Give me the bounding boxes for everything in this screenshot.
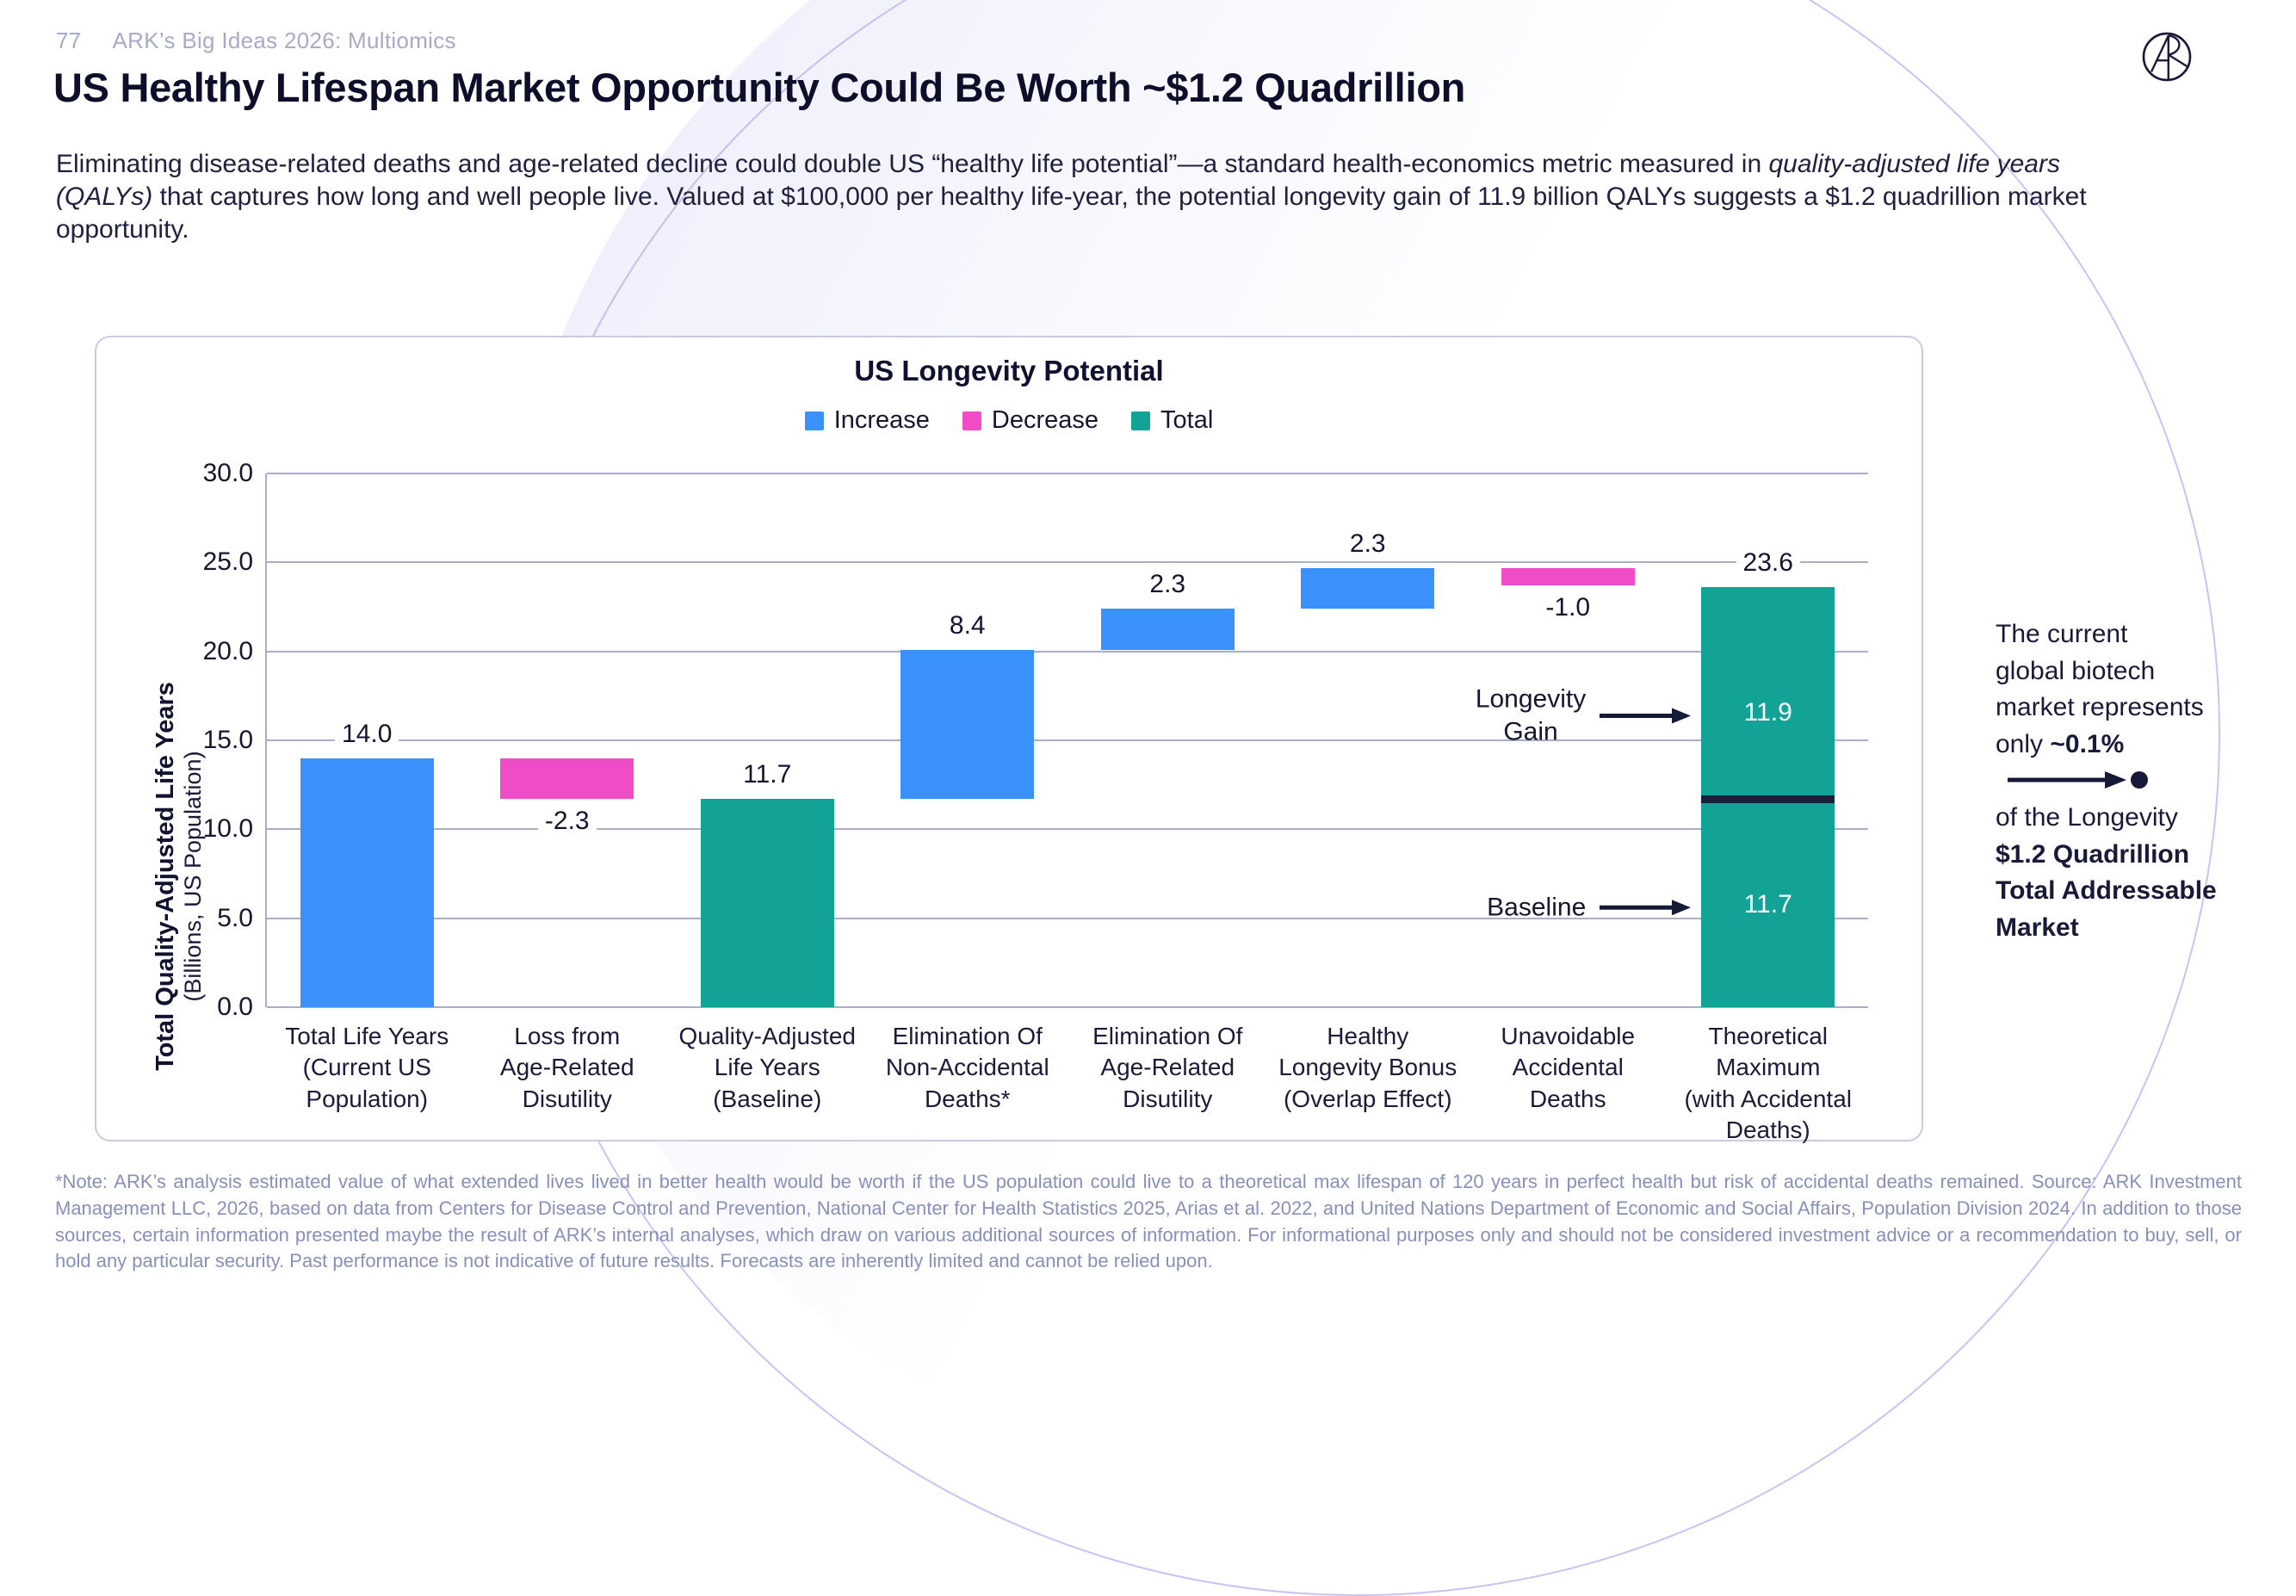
y-axis-tick-label: 10.0 — [202, 814, 253, 844]
waterfall-bar-increase — [900, 649, 1035, 800]
gridline — [267, 917, 1868, 919]
intro-paragraph: Eliminating disease-related deaths and a… — [56, 148, 2148, 245]
y-axis-line — [265, 473, 267, 1007]
category-label: Healthy Longevity Bonus (Overlap Effect) — [1278, 1023, 1457, 1112]
gridline — [267, 650, 1868, 653]
y-axis-tick-label: 15.0 — [202, 726, 253, 754]
bar-value-text: 23.6 — [1736, 547, 1800, 579]
bar-value-label: 8.4 — [868, 609, 1068, 641]
legend-item-total: Total — [1131, 406, 1213, 435]
legend-label: Increase — [833, 406, 930, 434]
bar-inner-label: 11.9 — [1743, 698, 1792, 727]
waterfall-bar-increase — [300, 758, 434, 1007]
bar-value-label: 11.7 — [667, 759, 868, 791]
bar-value-label: -2.3 — [467, 806, 668, 838]
gridline — [267, 828, 1868, 831]
annotation-label: Longevity Gain — [1475, 684, 1587, 746]
bar-inner-label: 11.7 — [1743, 890, 1792, 919]
y-axis-tick-label: 25.0 — [202, 547, 253, 577]
legend-item-decrease: Decrease — [962, 406, 1098, 435]
gridline — [267, 1006, 1868, 1008]
y-axis-tick-label: 20.0 — [202, 636, 253, 665]
chart-card: US Longevity Potential Increase Decrease T… — [95, 336, 1923, 1143]
footnote: *Note: ARK’s analysis estimated value of… — [55, 1171, 2242, 1272]
deck-title: ARK’s Big Ideas 2026: Multiomics — [112, 28, 456, 53]
legend-swatch-decrease — [962, 411, 981, 430]
category-label: Unavoidable Accidental Deaths — [1501, 1023, 1636, 1112]
y-axis-tick-label: 0.0 — [217, 993, 253, 1021]
gridline — [267, 473, 1868, 474]
annotation-arrow-icon — [1600, 708, 1692, 724]
category-label: Total Life Years (Current US Population) — [285, 1023, 449, 1112]
bar-value-label: 14.0 — [267, 718, 467, 750]
annotation-label: Baseline — [1487, 893, 1587, 922]
legend-label: Total — [1160, 406, 1214, 434]
bar-value-text: 8.4 — [942, 609, 993, 641]
bar-divider — [1701, 795, 1835, 803]
side-note-tam: $1.2 Quadrillion Total Addressable Marke… — [1996, 839, 2217, 942]
legend-swatch-increase — [804, 411, 824, 430]
annotation: Longevity Gain — [267, 684, 1692, 748]
bar-value-text: 11.7 — [736, 759, 799, 791]
bar-value-label: 23.6 — [1668, 547, 1869, 579]
header: 77 ARK’s Big Ideas 2026: Multiomics — [56, 28, 456, 54]
side-note-pct: ~0.1% — [2050, 729, 2125, 758]
y-axis-title-main: Total Quality-Adjusted Life Years — [152, 682, 179, 1071]
waterfall-bar-decrease — [1501, 567, 1635, 586]
chart-title: US Longevity Potential — [854, 355, 1164, 387]
waterfall-bar-increase — [1301, 567, 1435, 609]
annotation-arrow-icon — [1600, 900, 1692, 916]
annotation: Baseline — [267, 892, 1692, 925]
page-title: US Healthy Lifespan Market Opportunity C… — [53, 65, 1466, 110]
y-axis-tick-label: 5.0 — [217, 903, 253, 932]
chart-legend: Increase Decrease Total — [96, 406, 1922, 435]
intro-text-2: that captures how long and well people l… — [56, 182, 2087, 244]
gridline — [267, 739, 1868, 741]
waterfall-bar-increase — [1100, 609, 1235, 650]
gridline — [267, 561, 1868, 564]
intro-italic-phrase: quality-adjusted life years (QALYs) — [56, 150, 2060, 211]
category-label: Quality-Adjusted Life Years (Baseline) — [678, 1023, 856, 1112]
bar-value-text: 2.3 — [1342, 528, 1393, 560]
bar-value-text: 14.0 — [335, 718, 399, 750]
ark-logo-icon — [2142, 32, 2192, 82]
bar-value-text: -1.0 — [1538, 592, 1598, 624]
bar-value-text: 2.3 — [1142, 569, 1193, 601]
bar-value-label: -1.0 — [1468, 592, 1668, 624]
side-note-text-2: of the Longevity — [1996, 802, 2178, 832]
page-number: 77 — [56, 28, 82, 53]
category-label: Theoretical Maximum (with Accidental Dea… — [1684, 1023, 1853, 1144]
side-note: The current global biotech market repres… — [1996, 616, 2254, 946]
category-label: Elimination Of Non-Accidental Deaths* — [885, 1023, 1049, 1112]
legend-item-increase: Increase — [804, 406, 930, 435]
side-note-text-1: The current global biotech market repres… — [1996, 620, 2204, 758]
bar-value-label: 2.3 — [1068, 569, 1268, 601]
waterfall-bar-decrease — [500, 758, 634, 800]
intro-text-1: Eliminating disease-related deaths and a… — [56, 150, 1769, 178]
bar-value-text: -2.3 — [537, 806, 597, 838]
bar-value-label: 2.3 — [1268, 528, 1469, 560]
legend-swatch-total — [1131, 411, 1151, 430]
plot-area: 0.0 5.0 10.0 15.0 20.0 25.0 30.0 14.0 Total Life… — [203, 459, 1869, 1143]
waterfall-bar-total — [700, 799, 834, 1007]
arrow-dot-icon — [2008, 771, 2148, 789]
legend-label: Decrease — [991, 406, 1099, 434]
slide: { "header": { "page_number": "77", "deck… — [53, 0, 2254, 1596]
y-axis-tick-label: 30.0 — [202, 459, 253, 487]
category-label: Elimination Of Age-Related Disutility — [1092, 1023, 1243, 1112]
category-label: Loss from Age-Related Disutility — [499, 1023, 634, 1112]
